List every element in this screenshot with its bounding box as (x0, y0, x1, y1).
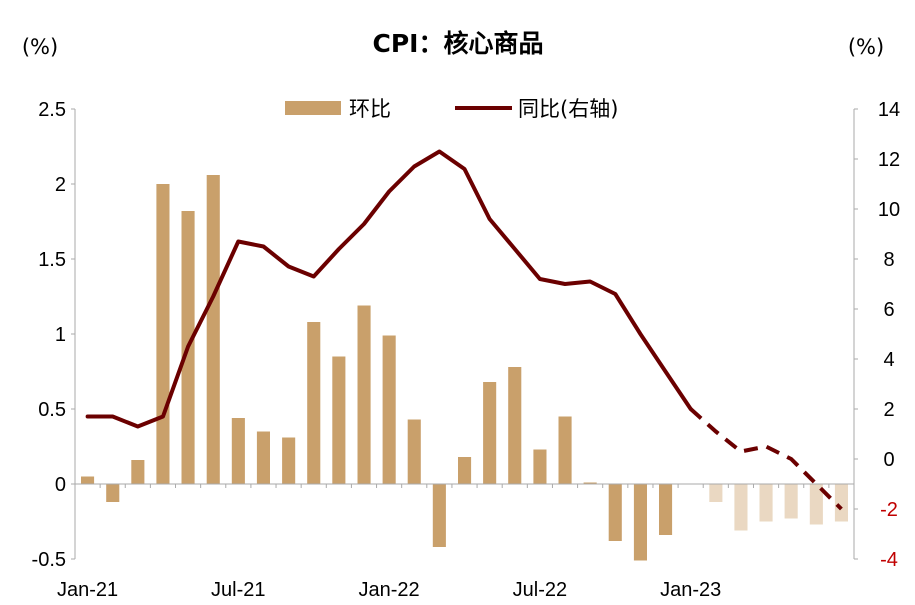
right-tick-label: 10 (878, 199, 900, 221)
bar-2021-02 (106, 484, 120, 502)
line-series (85, 149, 843, 511)
right-tick-label: 4 (883, 349, 894, 371)
bar-2022-02 (407, 419, 421, 484)
right-tick-label: 14 (878, 99, 900, 121)
bar-2022-04 (458, 457, 472, 484)
right-tick-label: 6 (883, 299, 894, 321)
bar-2021-10 (307, 322, 321, 484)
x-tick-label: Jan-23 (660, 579, 721, 601)
bar-2023-04 (759, 484, 773, 522)
bar-series (81, 175, 848, 561)
bar-2022-10 (608, 484, 622, 541)
right-tick-label: 2 (883, 399, 894, 421)
x-tick-label: Jan-22 (359, 579, 420, 601)
left-tick-label: 2.5 (38, 99, 66, 121)
left-tick-label: 1 (55, 324, 66, 346)
left-axis-unit: (%) (22, 35, 58, 59)
bar-2022-01 (382, 335, 396, 484)
bar-2022-07 (533, 449, 547, 484)
legend-bar-swatch (285, 101, 341, 115)
bar-2023-05 (784, 484, 798, 519)
yoy-line-actual (85, 149, 693, 429)
right-tick-label: 8 (883, 249, 894, 271)
right-axis-tick-labels: -4 -2 0 2 4 6 8 10 12 14 (878, 99, 900, 571)
bar-2021-01 (81, 476, 95, 484)
x-tick-label: Jan-21 (57, 579, 118, 601)
right-tick-label: -4 (880, 549, 898, 571)
right-axis-unit: (%) (848, 35, 884, 59)
yoy-line-projected (689, 407, 843, 511)
left-tick-label: 0.5 (38, 399, 66, 421)
bar-2022-05 (483, 382, 497, 484)
bar-2022-03 (432, 484, 446, 547)
bar-2021-11 (332, 356, 346, 484)
bar-2021-09 (282, 437, 296, 484)
bar-2021-06 (206, 175, 220, 484)
x-tick-label: Jul-21 (211, 579, 265, 601)
bar-2021-08 (256, 431, 270, 484)
bar-2021-03 (131, 460, 145, 484)
bar-2022-08 (558, 416, 572, 484)
x-axis-tick-labels: Jan-21 Jul-21 Jan-22 Jul-22 Jan-23 (57, 579, 721, 601)
bar-2021-07 (231, 418, 245, 484)
right-tick-label: 0 (883, 449, 894, 471)
bar-2021-04 (156, 184, 170, 484)
bar-2023-03 (734, 484, 748, 531)
right-tick-label: -2 (880, 499, 898, 521)
left-tick-label: 0 (55, 474, 66, 496)
axes (71, 108, 858, 560)
bar-2023-02 (709, 484, 723, 502)
x-tick-label: Jul-22 (513, 579, 567, 601)
left-axis-tick-labels: -0.5 0 0.5 1 1.5 2 2.5 (32, 99, 66, 571)
left-tick-label: 1.5 (38, 249, 66, 271)
legend-bar-label: 环比 (349, 97, 391, 121)
bar-2021-12 (357, 305, 371, 484)
bar-2022-09 (583, 482, 597, 484)
bar-2022-11 (633, 484, 647, 561)
left-tick-label: -0.5 (32, 549, 66, 571)
bar-2023-06 (809, 484, 823, 525)
legend: 环比 同比(右轴) (285, 97, 618, 121)
bar-2023-07 (834, 484, 848, 522)
bar-2022-12 (659, 484, 673, 535)
left-tick-label: 2 (55, 174, 66, 196)
legend-line-label: 同比(右轴) (518, 97, 618, 121)
bar-2022-06 (508, 367, 522, 484)
right-tick-label: 12 (878, 149, 900, 171)
chart-title: CPI：核心商品 (373, 29, 544, 58)
